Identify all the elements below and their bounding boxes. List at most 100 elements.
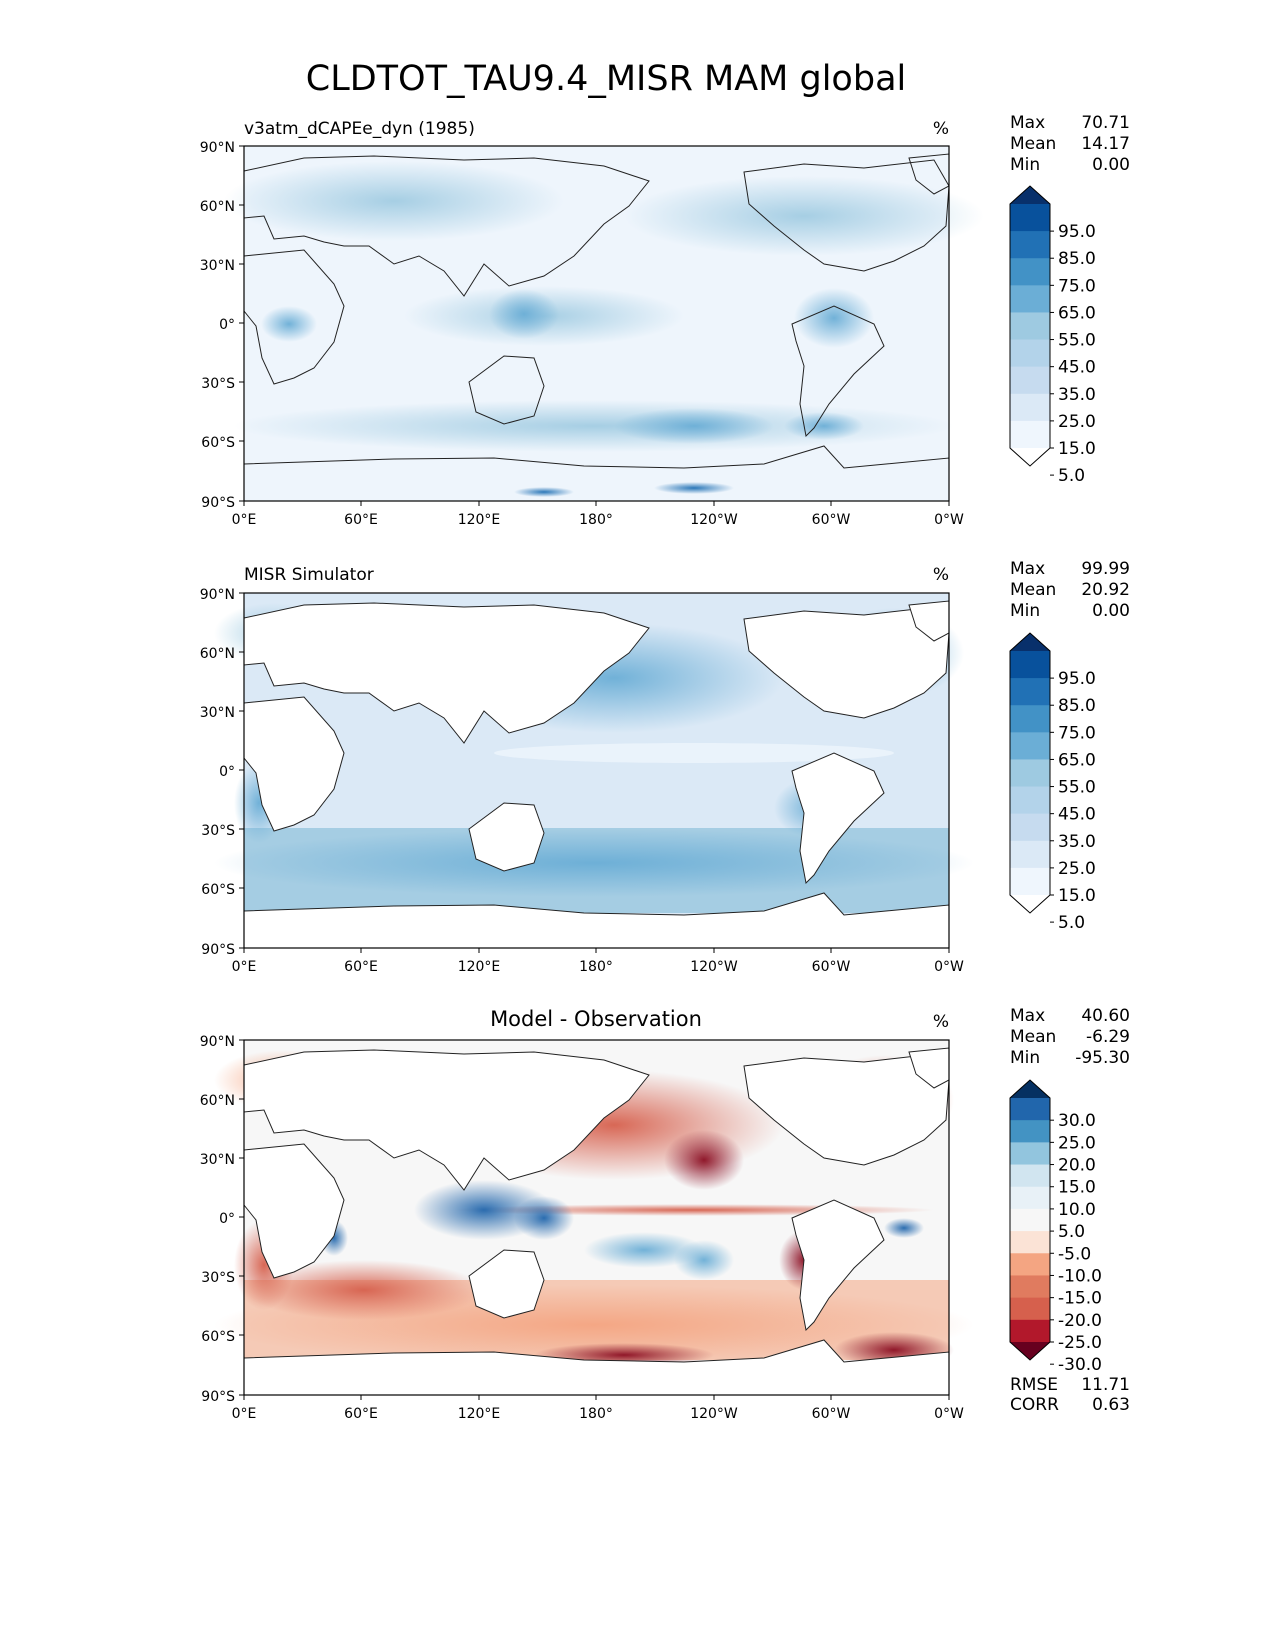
colorbar-segment — [1010, 1186, 1050, 1210]
lat-tick-label: 90°S — [201, 495, 235, 511]
colorbar-segment — [1010, 786, 1050, 815]
colorbar-segment — [1010, 420, 1050, 449]
lat-tick-label: 30°S — [201, 376, 235, 392]
panel-test-lat-ticks: 90°N 60°N 30°N 0° 30°S 60°S 90°S — [200, 140, 244, 511]
panel-test-units: % — [933, 119, 949, 139]
colorbar-segment — [1010, 1319, 1050, 1343]
colorbar-tick-label: 85.0 — [1058, 696, 1096, 716]
stat-value: 20.92 — [1081, 580, 1130, 600]
colorbar-tick-label: -25.0 — [1058, 1333, 1102, 1353]
colorbar-tick-label: -20.0 — [1058, 1311, 1102, 1331]
figure-title: CLDTOT_TAU9.4_MISR MAM global — [306, 59, 906, 99]
lon-tick-label: 60°E — [344, 959, 378, 975]
colorbar-tick-label: 55.0 — [1058, 778, 1096, 798]
colorbar-tick-label: 25.0 — [1058, 1133, 1096, 1153]
lon-tick-label: 0°W — [934, 959, 964, 975]
colorbar-tick-label: 10.0 — [1058, 1200, 1096, 1220]
colorbar-segment — [1010, 705, 1050, 733]
stat-value: 70.71 — [1081, 113, 1130, 133]
lat-tick-label: 60°S — [201, 435, 235, 451]
colorbar-segment — [1010, 651, 1050, 679]
panel-ref-colorbar: 95.0 85.0 75.0 65.0 55.0 45.0 35.0 25.0 15.0 5.0 — [1009, 632, 1096, 933]
stat-value: -6.29 — [1086, 1027, 1130, 1047]
colorbar-tick-label: 5.0 — [1058, 1222, 1085, 1242]
colorbar-extend-bottom — [1010, 895, 1050, 913]
lat-tick-label: 30°S — [201, 823, 235, 839]
lon-tick-label: 0°W — [934, 512, 964, 528]
stat-label: Mean — [1010, 1027, 1056, 1047]
lon-tick-label: 120°E — [458, 512, 501, 528]
stat-value: 14.17 — [1081, 134, 1130, 154]
stat-value: 0.00 — [1092, 155, 1130, 175]
colorbar-segment — [1010, 813, 1050, 842]
lat-tick-label: 60°N — [200, 1093, 235, 1109]
colorbar-tick-label: -15.0 — [1058, 1289, 1102, 1309]
colorbar-tick-label: 20.0 — [1058, 1156, 1096, 1176]
colorbar-tick-label: 35.0 — [1058, 832, 1096, 852]
colorbar-tick-label: 45.0 — [1058, 358, 1096, 378]
colorbar-extend-top — [1010, 1080, 1050, 1098]
stat-label: Max — [1010, 1006, 1045, 1026]
stat-label: Mean — [1010, 134, 1056, 154]
colorbar-segment — [1010, 1164, 1050, 1188]
lon-tick-label: 120°E — [458, 1406, 501, 1422]
panel-diff-lon-ticks: 0°E 60°E 120°E 180° 120°W 60°W 0°W — [232, 1395, 964, 1422]
lat-tick-label: 0° — [219, 1211, 235, 1227]
colorbar-segment — [1010, 678, 1050, 706]
lat-tick-label: 90°S — [201, 1389, 235, 1405]
colorbar-extend-top — [1010, 633, 1050, 651]
colorbar-segment — [1010, 366, 1050, 395]
panel-ref-stats: Max 99.99 Mean 20.92 Min 0.00 — [1010, 559, 1130, 621]
panel-diff: Model - Observation % — [200, 1006, 1130, 1422]
colorbar-segment — [1010, 204, 1050, 232]
corr-value: 0.63 — [1092, 1395, 1130, 1415]
colorbar-tick-label: 15.0 — [1058, 886, 1096, 906]
stat-label: Min — [1010, 155, 1040, 175]
lat-tick-label: 30°N — [200, 705, 235, 721]
panel-ref-title: MISR Simulator — [244, 565, 374, 585]
colorbar-tick-label: 65.0 — [1058, 750, 1096, 770]
colorbar-tick-label: 35.0 — [1058, 385, 1096, 405]
panel-test-map — [224, 146, 984, 502]
lon-tick-label: 180° — [579, 1406, 613, 1422]
corr-label: CORR — [1010, 1395, 1059, 1415]
colorbar-tick-label: 15.0 — [1058, 1178, 1096, 1198]
colorbar-segment — [1010, 1208, 1050, 1232]
colorbar-extend-top — [1010, 186, 1050, 204]
lat-tick-label: 0° — [219, 764, 235, 780]
cloud-field — [224, 161, 984, 497]
stat-value: -95.30 — [1075, 1048, 1130, 1068]
lat-tick-label: 60°S — [201, 882, 235, 898]
colorbar-segment — [1010, 312, 1050, 341]
stat-value: 40.60 — [1081, 1006, 1130, 1026]
colorbar-segment — [1010, 258, 1050, 286]
colorbar-tick-label: -5.0 — [1058, 1244, 1091, 1264]
colorbar-segment — [1010, 1297, 1050, 1321]
lon-tick-label: 0°W — [934, 1406, 964, 1422]
colorbar-tick-label: 30.0 — [1058, 1111, 1096, 1131]
colorbar-tick-label: 75.0 — [1058, 723, 1096, 743]
panel-ref-units: % — [933, 565, 949, 585]
colorbar-segment — [1010, 1120, 1050, 1143]
colorbar-segment — [1010, 231, 1050, 259]
panel-ref: MISR Simulator % 90°N 60°N 30°N 0° 30 — [200, 559, 1130, 975]
colorbar-tick-label: 95.0 — [1058, 222, 1096, 242]
lon-tick-label: 60°W — [812, 512, 851, 528]
colorbar-segment — [1010, 1231, 1050, 1254]
colorbar-segment — [1010, 393, 1050, 422]
colorbar-tick-label: 5.0 — [1058, 466, 1085, 486]
panel-diff-stats: Max 40.60 Mean -6.29 Min -95.30 — [1010, 1006, 1130, 1068]
stat-label: Min — [1010, 1048, 1040, 1068]
lon-tick-label: 0°E — [232, 959, 257, 975]
colorbar-tick-label: 65.0 — [1058, 303, 1096, 323]
rmse-value: 11.71 — [1081, 1375, 1130, 1395]
lat-tick-label: 60°N — [200, 199, 235, 215]
colorbar-segment — [1010, 1253, 1050, 1276]
colorbar-segment — [1010, 759, 1050, 788]
stat-label: Mean — [1010, 580, 1056, 600]
lon-tick-label: 0°E — [232, 512, 257, 528]
colorbar-tick-label: 15.0 — [1058, 439, 1096, 459]
lon-tick-label: 120°W — [690, 1406, 738, 1422]
colorbar-tick-label: 5.0 — [1058, 913, 1085, 933]
lon-tick-label: 60°E — [344, 1406, 378, 1422]
